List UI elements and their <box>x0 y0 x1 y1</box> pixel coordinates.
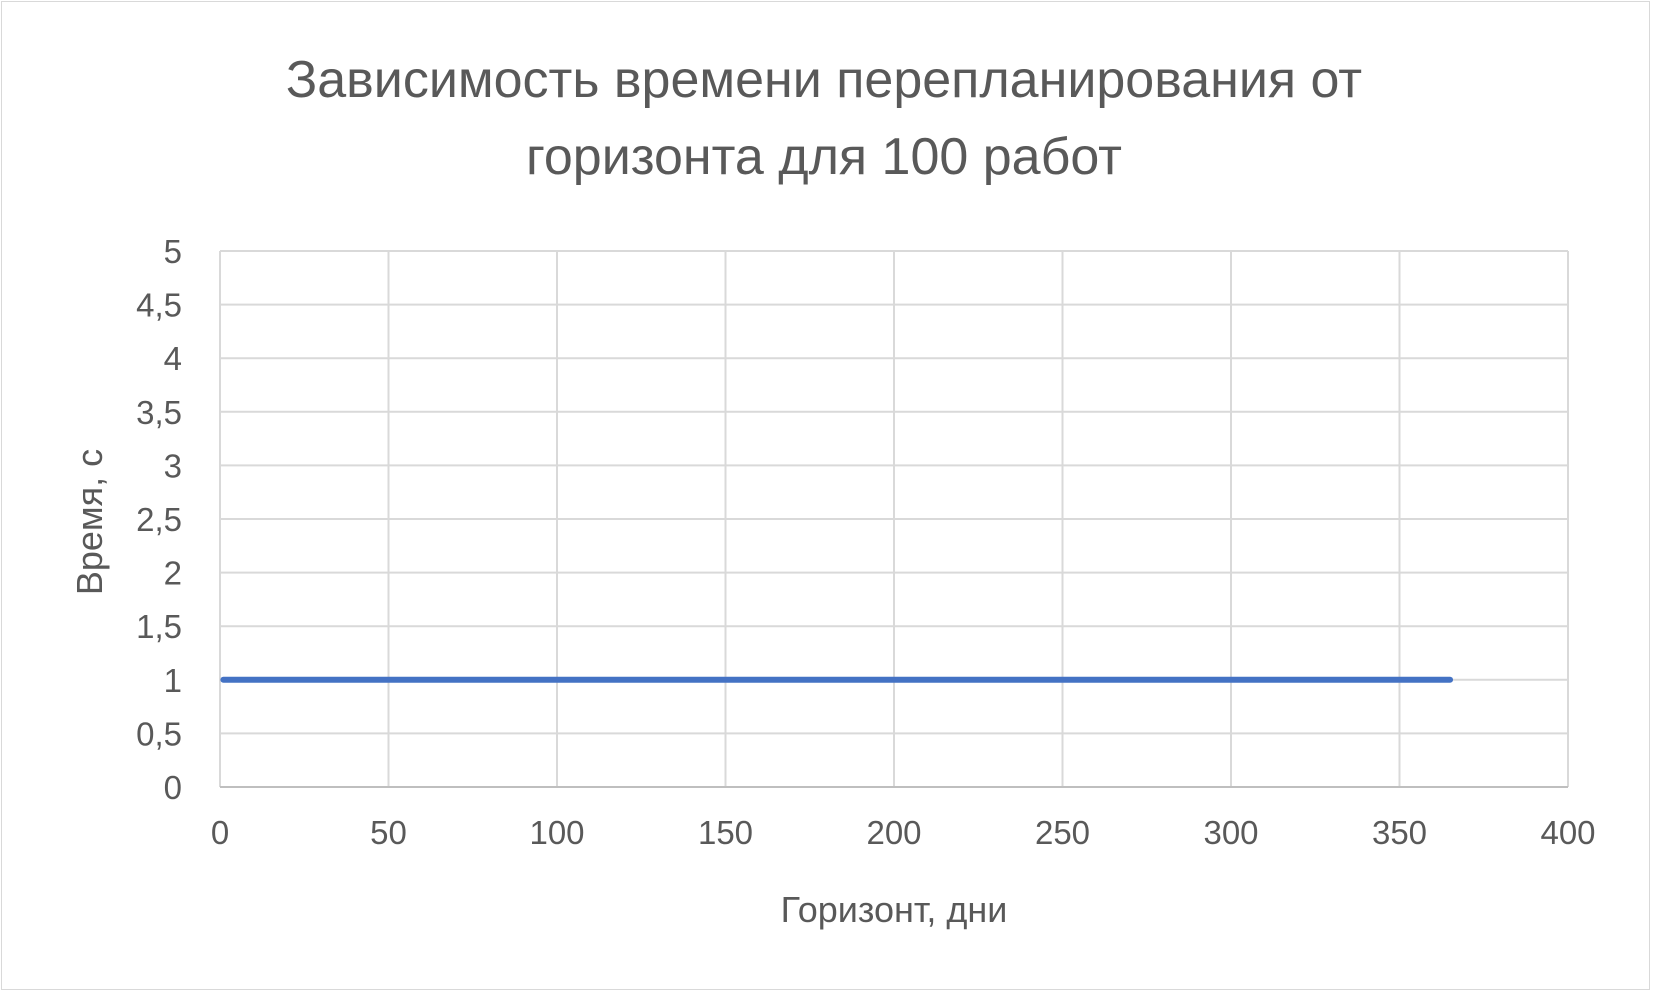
x-tick-label: 150 <box>698 814 753 851</box>
x-tick-label: 200 <box>866 814 921 851</box>
y-tick-label: 1 <box>164 662 182 699</box>
x-tick-label: 350 <box>1372 814 1427 851</box>
y-tick-label: 5 <box>164 233 182 270</box>
x-tick-label: 400 <box>1540 814 1595 851</box>
y-axis-title: Время, с <box>69 449 110 595</box>
y-tick-label: 1,5 <box>136 608 182 645</box>
x-tick-label: 50 <box>370 814 407 851</box>
y-tick-label: 4,5 <box>136 287 182 324</box>
chart-title-line-2: горизонта для 100 работ <box>526 128 1122 186</box>
x-tick-label: 300 <box>1203 814 1258 851</box>
y-tick-label: 3,5 <box>136 394 182 431</box>
y-tick-label: 0,5 <box>136 715 182 752</box>
y-tick-label: 2,5 <box>136 501 182 538</box>
y-tick-label: 2 <box>164 555 182 592</box>
y-tick-label: 4 <box>164 340 182 377</box>
x-axis-title: Горизонт, дни <box>781 889 1008 930</box>
tick-labels: 00,511,522,533,544,550 50 100 150 200 250 300 3… <box>136 233 1595 851</box>
chart-title-line-1: Зависимость времени перепланирования от <box>286 51 1362 109</box>
y-tick-label: 3 <box>164 447 182 484</box>
x-tick-label: 0 <box>211 814 229 851</box>
gridlines <box>219 250 1569 787</box>
x-tick-label: 100 <box>529 814 584 851</box>
x-tick-label: 250 <box>1035 814 1090 851</box>
y-tick-label: 0 <box>164 769 182 806</box>
